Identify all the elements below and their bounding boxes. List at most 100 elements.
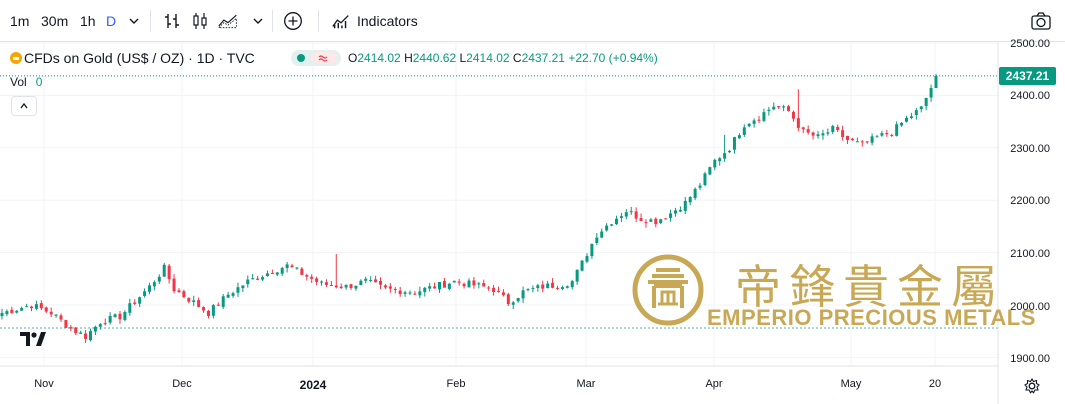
candle-body: [762, 112, 766, 121]
candle-body: [782, 106, 786, 108]
candle-body: [575, 269, 579, 282]
wave-icon: [311, 52, 337, 64]
price-tick-label: 2400.00: [1010, 90, 1050, 102]
close-value: 2437.21: [521, 51, 565, 65]
close-key: C: [512, 51, 522, 65]
candle-body: [216, 304, 220, 306]
market-status-badge[interactable]: [291, 50, 341, 66]
candle-body: [821, 133, 825, 136]
candle-body: [482, 282, 486, 287]
candle-body: [383, 285, 387, 288]
candle-body: [167, 265, 171, 280]
candle-body: [344, 284, 348, 288]
candle-body: [811, 132, 815, 136]
candles: [0, 74, 938, 343]
camera-snapshot-icon[interactable]: [1030, 10, 1052, 32]
candle-body: [826, 132, 830, 134]
volume-label: Vol: [10, 75, 27, 89]
candle-body: [619, 216, 623, 218]
candle-body: [669, 213, 673, 218]
candle-body: [98, 324, 102, 327]
candle-body: [477, 283, 481, 285]
candle-body: [865, 141, 869, 143]
high-key: H: [404, 51, 413, 65]
candle-body: [265, 273, 269, 276]
candle-body: [870, 136, 874, 143]
settings-gear-icon[interactable]: [1024, 378, 1040, 394]
candle-body: [580, 260, 584, 271]
price-chart[interactable]: [0, 42, 1065, 404]
candle-body: [388, 286, 392, 289]
indicators-icon[interactable]: [331, 11, 351, 31]
candle-body: [29, 306, 33, 309]
price-tick-label: 2100.00: [1010, 248, 1050, 260]
candle-body: [791, 111, 795, 119]
candle-body: [329, 285, 333, 287]
time-tick-label: Mar: [576, 378, 596, 390]
candle-body: [113, 314, 117, 318]
candle-body: [698, 185, 702, 188]
open-key: O: [348, 51, 358, 65]
candle-body: [664, 218, 668, 220]
candle-body: [875, 136, 879, 138]
time-tick-label: Apr: [705, 378, 723, 390]
candle-body: [74, 327, 78, 334]
candle-body: [787, 106, 791, 111]
candle-body: [732, 137, 736, 150]
status-dot-icon: [297, 54, 305, 62]
candle-body: [659, 219, 663, 224]
candle-body: [777, 106, 781, 108]
candle-body: [713, 159, 717, 168]
candle-body: [718, 158, 722, 162]
interval-1m-button[interactable]: 1m: [10, 13, 30, 29]
candle-body: [300, 268, 304, 275]
candle-body: [39, 303, 43, 309]
toolbar-divider: [150, 10, 151, 32]
candle-body: [241, 285, 245, 289]
candle-body: [683, 200, 687, 211]
candle-body: [531, 288, 535, 290]
candle-body: [501, 292, 505, 296]
interval-30m-button[interactable]: 30m: [41, 13, 69, 29]
candlestick-chart-type-icon[interactable]: [190, 11, 210, 31]
chevron-down-icon[interactable]: [248, 11, 268, 31]
bar-chart-type-icon[interactable]: [162, 11, 182, 31]
candle-body: [757, 119, 761, 121]
candle-body: [919, 106, 923, 110]
add-plus-icon[interactable]: [283, 11, 303, 31]
area-chart-type-icon[interactable]: [218, 11, 238, 31]
candle-body: [447, 283, 451, 289]
candle-body: [433, 286, 437, 289]
gold-symbol-icon: [10, 52, 22, 64]
candle-body: [511, 302, 515, 305]
candle-body: [496, 290, 500, 292]
candle-body: [172, 278, 176, 292]
interval-1h-button[interactable]: 1h: [80, 13, 96, 29]
candle-body: [315, 278, 319, 282]
candle-body: [909, 116, 913, 118]
candle-body: [15, 310, 19, 313]
time-tick-label: 2024: [299, 378, 327, 392]
time-tick-label: Feb: [446, 378, 466, 390]
candle-body: [600, 231, 604, 238]
indicators-button[interactable]: Indicators: [357, 13, 418, 29]
toolbar-divider: [318, 10, 319, 32]
candle-body: [846, 135, 850, 140]
time-tick-label: 20: [928, 378, 942, 390]
chevron-down-icon[interactable]: [124, 11, 144, 31]
collapse-legend-button[interactable]: [11, 96, 37, 116]
candle-body: [629, 211, 633, 213]
symbol-title[interactable]: CFDs on Gold (US$ / OZ) · 1D · TVC: [24, 50, 255, 66]
candle-body: [231, 293, 235, 296]
candle-body: [831, 126, 835, 133]
tradingview-logo-icon[interactable]: [20, 330, 46, 348]
candle-body: [413, 293, 417, 295]
candle-body: [428, 286, 432, 289]
low-key: L: [459, 51, 467, 65]
candle-body: [20, 308, 24, 311]
candle-body: [354, 285, 358, 289]
candle-body: [182, 291, 186, 298]
candle-body: [290, 265, 294, 268]
interval-d-button[interactable]: D: [106, 13, 117, 29]
open-value: 2414.02: [357, 51, 401, 65]
